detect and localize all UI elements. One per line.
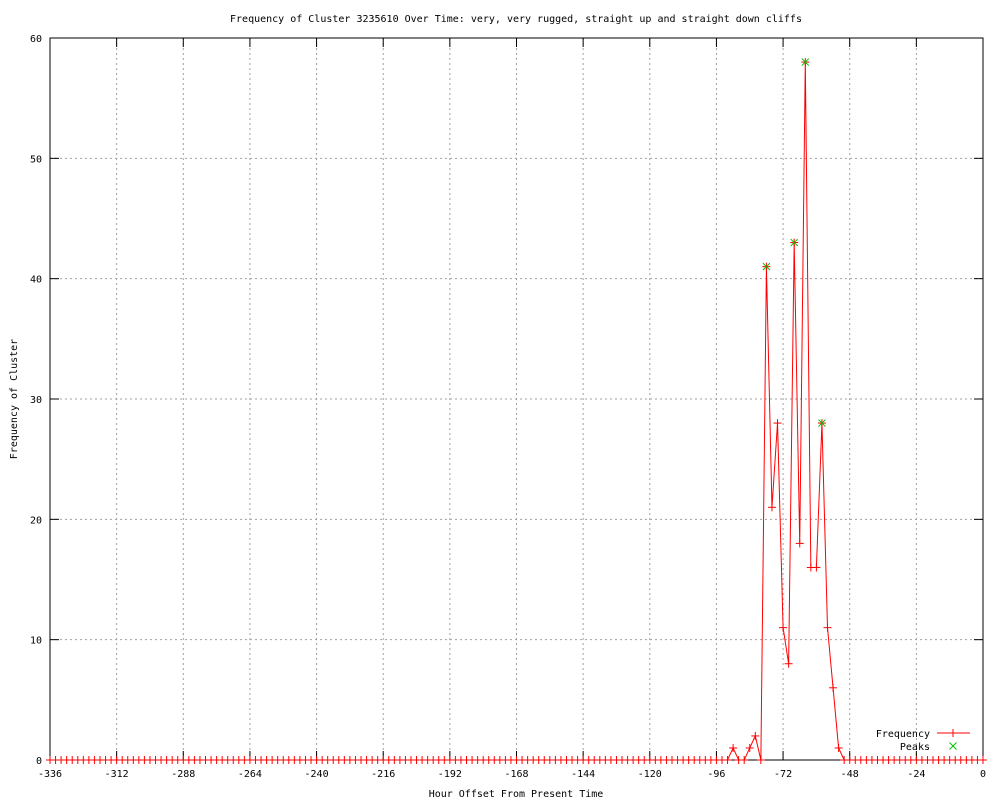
frequency-point	[745, 743, 754, 752]
frequency-point	[834, 743, 843, 752]
grid	[50, 38, 983, 760]
x-tick-label: -48	[841, 769, 859, 780]
frequency-point	[723, 756, 732, 764]
y-tick-label: 50	[30, 154, 42, 165]
x-tick-label: -168	[504, 769, 528, 780]
frequency-point	[729, 743, 738, 752]
y-axis-label: Frequency of Cluster	[9, 339, 20, 459]
x-tick-label: -336	[38, 769, 62, 780]
frequency-point	[767, 503, 776, 512]
frequency-point	[784, 659, 793, 668]
legend-marker	[949, 729, 957, 737]
peaks-point	[762, 262, 771, 271]
chart-title: Frequency of Cluster 3235610 Over Time: …	[230, 14, 802, 25]
series-frequency	[46, 58, 987, 764]
frequency-point	[979, 756, 987, 764]
x-tick-label: 0	[980, 769, 986, 780]
frequency-point	[751, 731, 760, 740]
series-peaks	[762, 58, 826, 427]
frequency-point	[812, 563, 821, 572]
y-tick-label: 20	[30, 515, 42, 526]
y-tick-label: 60	[30, 34, 42, 45]
marker-stroke	[818, 419, 826, 427]
x-tick-label: -144	[571, 769, 595, 780]
marker-stroke	[801, 58, 810, 66]
legend-label: Peaks	[900, 742, 930, 753]
x-tick-label: -192	[438, 769, 462, 780]
series	[46, 58, 987, 764]
frequency-point	[829, 683, 838, 692]
x-tick-label: -216	[371, 769, 395, 780]
x-tick-label: -72	[774, 769, 792, 780]
x-tick-label: -24	[907, 769, 925, 780]
x-tick-label: -264	[238, 769, 262, 780]
ticks: -336 -312 -288 -264 -240 -216 -192 -168 -144 -120…	[30, 34, 986, 780]
peaks-point	[790, 238, 799, 247]
legend: Frequency Peaks	[876, 729, 970, 753]
frequency-point	[823, 623, 832, 632]
y-tick-label: 10	[30, 636, 42, 647]
frequency-point	[779, 623, 788, 632]
y-tick-label: 30	[30, 395, 42, 406]
x-tick-label: -120	[638, 769, 662, 780]
y-tick-label: 0	[36, 756, 42, 767]
frequency-point	[795, 539, 804, 548]
peaks-point	[818, 419, 826, 427]
frequency-point	[756, 756, 765, 764]
marker-stroke	[762, 262, 771, 271]
legend-label: Frequency	[876, 729, 930, 740]
frequency-point	[740, 756, 749, 764]
x-tick-label: -240	[305, 769, 329, 780]
x-tick-label: -96	[707, 769, 725, 780]
marker-stroke	[790, 238, 799, 247]
peaks-point	[801, 58, 810, 66]
legend-marker	[949, 742, 957, 750]
y-tick-label: 40	[30, 275, 42, 286]
x-tick-label: -312	[105, 769, 129, 780]
frequency-line	[50, 62, 983, 761]
frequency-point	[773, 419, 782, 428]
x-axis-label: Hour Offset From Present Time	[429, 789, 604, 800]
marker-stroke	[949, 742, 957, 750]
x-tick-label: -288	[171, 769, 195, 780]
